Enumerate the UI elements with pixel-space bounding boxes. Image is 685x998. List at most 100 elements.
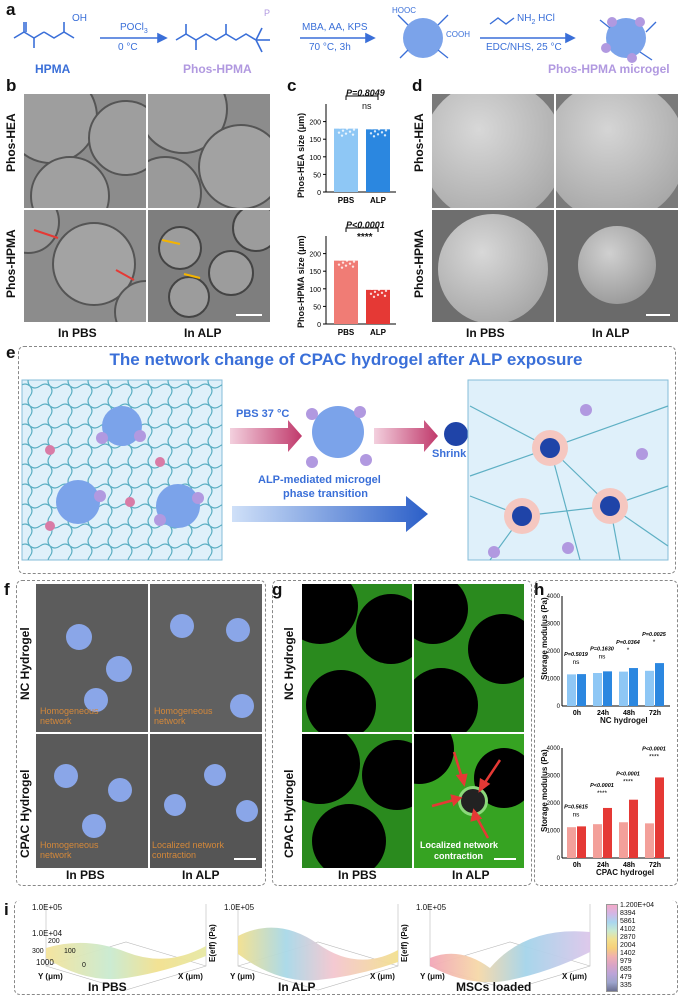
col-label-pbs-b: In PBS <box>58 326 97 340</box>
row-label-phos-hea-d: Phos-HEA <box>412 113 426 172</box>
h-xtick-0-1: 24h <box>597 710 609 717</box>
h-bar-1-1-1 <box>603 807 612 858</box>
c-ytick-label-1: 200 <box>309 252 321 259</box>
panel-e-frame <box>18 346 676 574</box>
panel-e-title: The network change of CPAC hydrogel afte… <box>109 350 583 369</box>
surface-plots <box>45 904 591 991</box>
c-xtick-0-0: PBS <box>338 196 355 205</box>
confocal-cpac-pbs <box>302 734 412 868</box>
colorbar <box>606 904 618 992</box>
panel-label-i: i <box>4 900 9 919</box>
h-pvalue-0-3: P=0.0025 <box>642 632 667 638</box>
step2-reagent: MBA, AA, KPS <box>302 22 368 33</box>
annot-f-tr: Homogeneous <box>154 706 213 716</box>
c-point-0-1 <box>374 125 378 128</box>
c-point-0-1 <box>376 133 380 136</box>
c-sig-bracket-1 <box>345 227 379 232</box>
xaxis-label-1: X (μm) <box>178 972 203 981</box>
c-ytick-label-1: 50 <box>313 304 321 311</box>
col-label-alp-f: In ALP <box>182 868 220 882</box>
h-bar-1-3-0 <box>645 823 654 858</box>
axis-tick-200: 200 <box>48 938 60 945</box>
label-matrix-stiffening: Matrix local stiffening <box>268 531 382 543</box>
h-bar-1-2-1 <box>629 799 638 858</box>
sem-nc-pbs <box>36 584 148 732</box>
h-sig-1-2: **** <box>623 779 634 786</box>
zaxis-tick-2: 1.0E+04 <box>32 929 63 938</box>
c-ytick-label-0: 100 <box>309 155 321 162</box>
h-ytick-label-0: 3000 <box>547 622 561 628</box>
row-label-phos-hpma-d: Phos-HPMA <box>412 229 426 298</box>
c-xtick-0-1: ALP <box>370 196 387 205</box>
panel-g-frame <box>272 580 532 886</box>
c-point-1-1 <box>381 286 385 290</box>
c-point-1-1 <box>376 293 380 297</box>
micrograph-hpma-alp <box>148 210 270 322</box>
c-point-0-0 <box>345 127 349 130</box>
zaxis-label-2: E(eff) (Pa) <box>208 924 217 962</box>
c-ytick-label-1: 0 <box>317 322 321 329</box>
h-xtick-0-0: 0h <box>573 710 581 717</box>
phos-hpma-label: Phos-HPMA <box>183 62 252 76</box>
panel-label-a: a <box>6 0 16 19</box>
h-xtick-1-0: 0h <box>573 862 581 869</box>
h-bar-0-0-0 <box>567 674 576 706</box>
size-bar-charts: 0 50 100 150 200 PBS ALP 0 50 100 150 200 PBS ALP <box>309 95 396 337</box>
modulus-bar-charts: 010002000300040000hP=0.5019ns24hP=0.1630… <box>547 594 670 869</box>
cooh-label: COOH <box>446 30 470 39</box>
c-point-1-1 <box>370 287 374 291</box>
c-point-0-1 <box>381 126 385 129</box>
annot-f-br2: contraction <box>152 850 197 860</box>
c-point-1-1 <box>367 284 371 288</box>
sem-nc-alp <box>150 584 262 732</box>
row-label-cpac-g: CPAC Hydrogel <box>282 769 296 858</box>
h-ytick-label-1: 2000 <box>547 801 561 807</box>
label-pbs-37c: PBS 37 °C <box>236 408 290 420</box>
c-ytick-label-0: 50 <box>313 172 321 179</box>
c-ytick-label-0: 150 <box>309 137 321 144</box>
h-bar-0-0-1 <box>577 674 586 706</box>
sem-hea-pbs <box>432 94 554 208</box>
c-ytick-label-0: 200 <box>309 120 321 127</box>
panel-label-h: h <box>534 580 545 599</box>
c-point-0-1 <box>367 124 371 127</box>
c-xtick-1-1: ALP <box>370 328 387 337</box>
size-arrows-b <box>33 229 201 281</box>
c-point-0-1 <box>380 131 384 134</box>
h-sig-1-1: **** <box>597 790 608 797</box>
c-point-1-0 <box>341 261 345 264</box>
scale-bar-g <box>494 858 516 860</box>
h-bar-0-1-0 <box>593 673 602 706</box>
colorbar-label-10: 335 <box>620 982 632 989</box>
panel-label-f: f <box>4 580 10 599</box>
c-point-0-1 <box>372 135 376 138</box>
scale-bar-d <box>646 314 670 316</box>
annot-f-tl: Homogeneous <box>40 706 99 716</box>
xaxis-label-2: X (μm) <box>370 972 395 981</box>
sem-cpac-alp <box>150 734 262 868</box>
yaxis-label-3: Y (μm) <box>420 972 445 981</box>
yaxis-label-2: Y (μm) <box>230 972 255 981</box>
zaxis-tick-3: 1000 <box>36 958 54 967</box>
annot-f-bl: Homogeneous <box>40 840 99 850</box>
c-point-0-0 <box>349 125 353 128</box>
h-sig-1-3: **** <box>649 753 660 760</box>
c-point-0-1 <box>377 128 381 131</box>
c-bar-1-0 <box>334 260 358 324</box>
confocal-nc-alp <box>414 584 524 732</box>
c-point-0-0 <box>340 134 344 137</box>
c-point-1-1 <box>380 291 384 295</box>
label-alp-mediated: ALP-mediated microgel <box>258 474 381 486</box>
c-point-1-0 <box>344 264 348 267</box>
hpma-label: HPMA <box>35 62 71 76</box>
h-bar-1-2-0 <box>619 822 628 858</box>
annot-g-2: contraction <box>434 851 484 861</box>
xaxis-label-3: X (μm) <box>562 972 587 981</box>
axis-tick-100: 100 <box>64 948 76 955</box>
zaxis-tick-1c: 1.0E+05 <box>416 903 447 912</box>
c-point-1-1 <box>369 292 373 296</box>
colorbar-label-4: 2870 <box>620 934 636 941</box>
network-schematic <box>21 379 669 561</box>
colorbar-label-5: 2004 <box>620 942 636 949</box>
h-xtick-1-3: 72h <box>649 862 661 869</box>
